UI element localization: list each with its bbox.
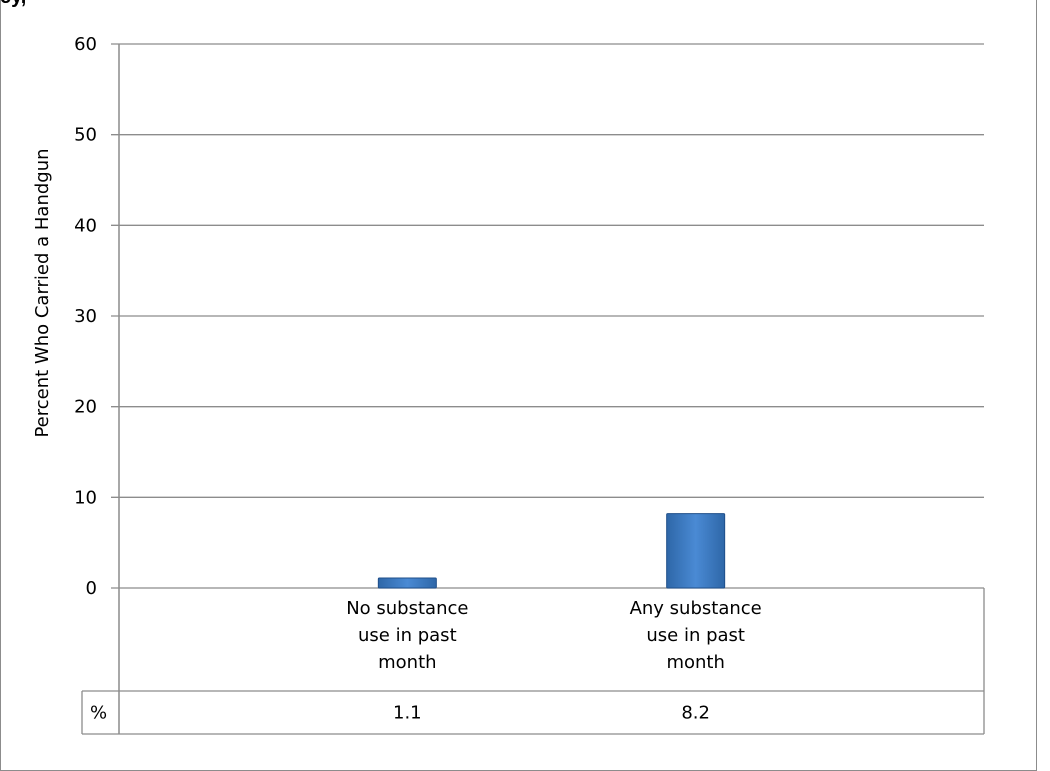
y-tick-label-30: 30: [74, 306, 97, 327]
category-labels: No substance use in past month Any substanc…: [346, 598, 762, 673]
category-label-0: No substance use in past month: [346, 598, 468, 673]
bar-1: [666, 513, 726, 589]
y-axis-title: Percent Who Carried a Handgun: [32, 148, 53, 437]
data-table: % 1.1 8.2: [81, 588, 985, 735]
y-tick-label-50: 50: [74, 125, 97, 146]
category-label-1: Any substance use in past month: [630, 598, 762, 673]
bar-0: [377, 577, 437, 589]
table-value-1: 8.2: [681, 703, 710, 724]
y-tick-label-20: 20: [74, 397, 97, 418]
y-axis-tick-labels: 0 10 20 30 40 50 60: [74, 34, 97, 599]
y-tick-label-0: 0: [86, 578, 97, 599]
table-value-0: 1.1: [393, 703, 422, 724]
y-tick-label-10: 10: [74, 487, 97, 508]
y-tick-label-40: 40: [74, 215, 97, 236]
bars: [377, 513, 726, 589]
gridlines: [111, 43, 984, 589]
chart-title-cropped: ey,: [0, 0, 26, 9]
y-tick-label-60: 60: [74, 34, 97, 55]
table-row-label: %: [90, 703, 107, 724]
